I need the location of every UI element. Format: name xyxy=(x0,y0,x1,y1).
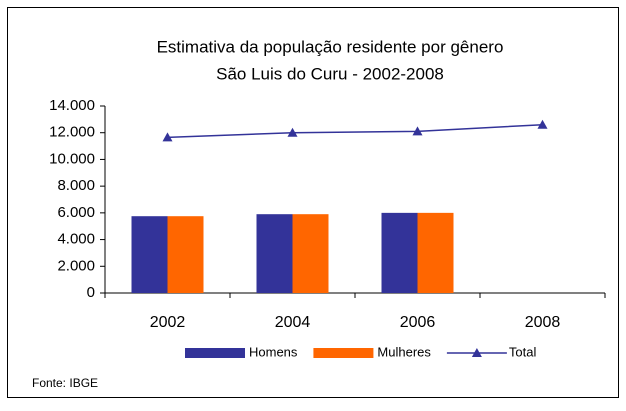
y-tick-label: 14.000 xyxy=(49,97,95,114)
y-tick-label: 2.000 xyxy=(57,257,95,274)
legend-label: Homens xyxy=(249,344,298,359)
x-tick-label: 2004 xyxy=(275,314,311,331)
y-tick-label: 4.000 xyxy=(57,231,95,248)
bar xyxy=(131,216,168,293)
chart-frame xyxy=(7,7,619,398)
legend-label: Total xyxy=(509,344,537,359)
y-tick-label: 6.000 xyxy=(57,204,95,221)
bar xyxy=(256,214,293,293)
chart-subtitle: São Luis do Curu - 2002-2008 xyxy=(216,64,444,83)
bar xyxy=(292,214,329,293)
source-note: Fonte: IBGE xyxy=(32,376,98,390)
bar xyxy=(167,216,204,293)
line-marker xyxy=(412,126,423,136)
line-marker xyxy=(537,119,548,129)
line-marker xyxy=(287,127,298,137)
x-tick-label: 2006 xyxy=(400,314,436,331)
y-tick-label: 8.000 xyxy=(57,177,95,194)
y-tick-label: 12.000 xyxy=(49,124,95,141)
line-marker xyxy=(162,132,173,142)
y-tick-label: 0 xyxy=(87,284,95,301)
y-tick-label: 10.000 xyxy=(49,150,95,167)
x-tick-label: 2008 xyxy=(525,314,561,331)
legend-swatch xyxy=(313,348,374,358)
legend-label: Mulheres xyxy=(377,344,431,359)
bar xyxy=(381,212,418,293)
line xyxy=(167,123,543,139)
bar xyxy=(417,212,454,293)
chart-title: Estimativa da população residente por gê… xyxy=(157,37,504,56)
legend-swatch xyxy=(185,348,245,358)
x-tick-label: 2002 xyxy=(150,314,186,331)
legend-marker xyxy=(471,348,482,357)
